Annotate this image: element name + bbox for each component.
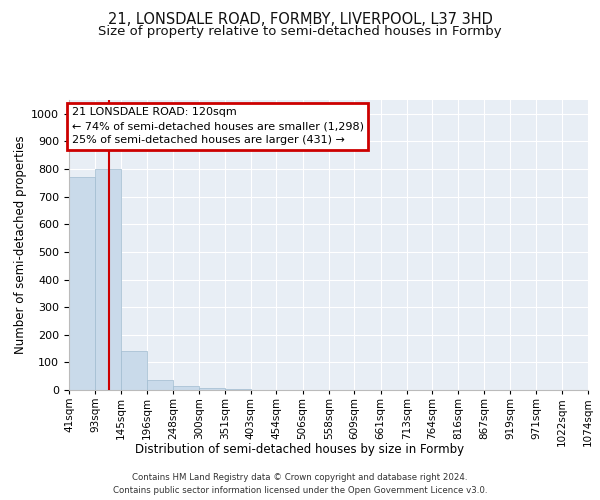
- Text: Distribution of semi-detached houses by size in Formby: Distribution of semi-detached houses by …: [136, 442, 464, 456]
- Text: 21, LONSDALE ROAD, FORMBY, LIVERPOOL, L37 3HD: 21, LONSDALE ROAD, FORMBY, LIVERPOOL, L3…: [107, 12, 493, 28]
- Bar: [147, 380, 173, 390]
- Bar: [173, 386, 199, 390]
- Bar: [69, 178, 95, 390]
- Bar: [121, 352, 147, 390]
- Bar: [95, 169, 121, 390]
- Bar: [225, 389, 251, 390]
- Text: 21 LONSDALE ROAD: 120sqm
← 74% of semi-detached houses are smaller (1,298)
25% o: 21 LONSDALE ROAD: 120sqm ← 74% of semi-d…: [71, 108, 364, 146]
- Bar: [199, 388, 225, 390]
- Y-axis label: Number of semi-detached properties: Number of semi-detached properties: [14, 136, 27, 354]
- Text: Size of property relative to semi-detached houses in Formby: Size of property relative to semi-detach…: [98, 25, 502, 38]
- Text: Contains HM Land Registry data © Crown copyright and database right 2024.
Contai: Contains HM Land Registry data © Crown c…: [113, 473, 487, 495]
